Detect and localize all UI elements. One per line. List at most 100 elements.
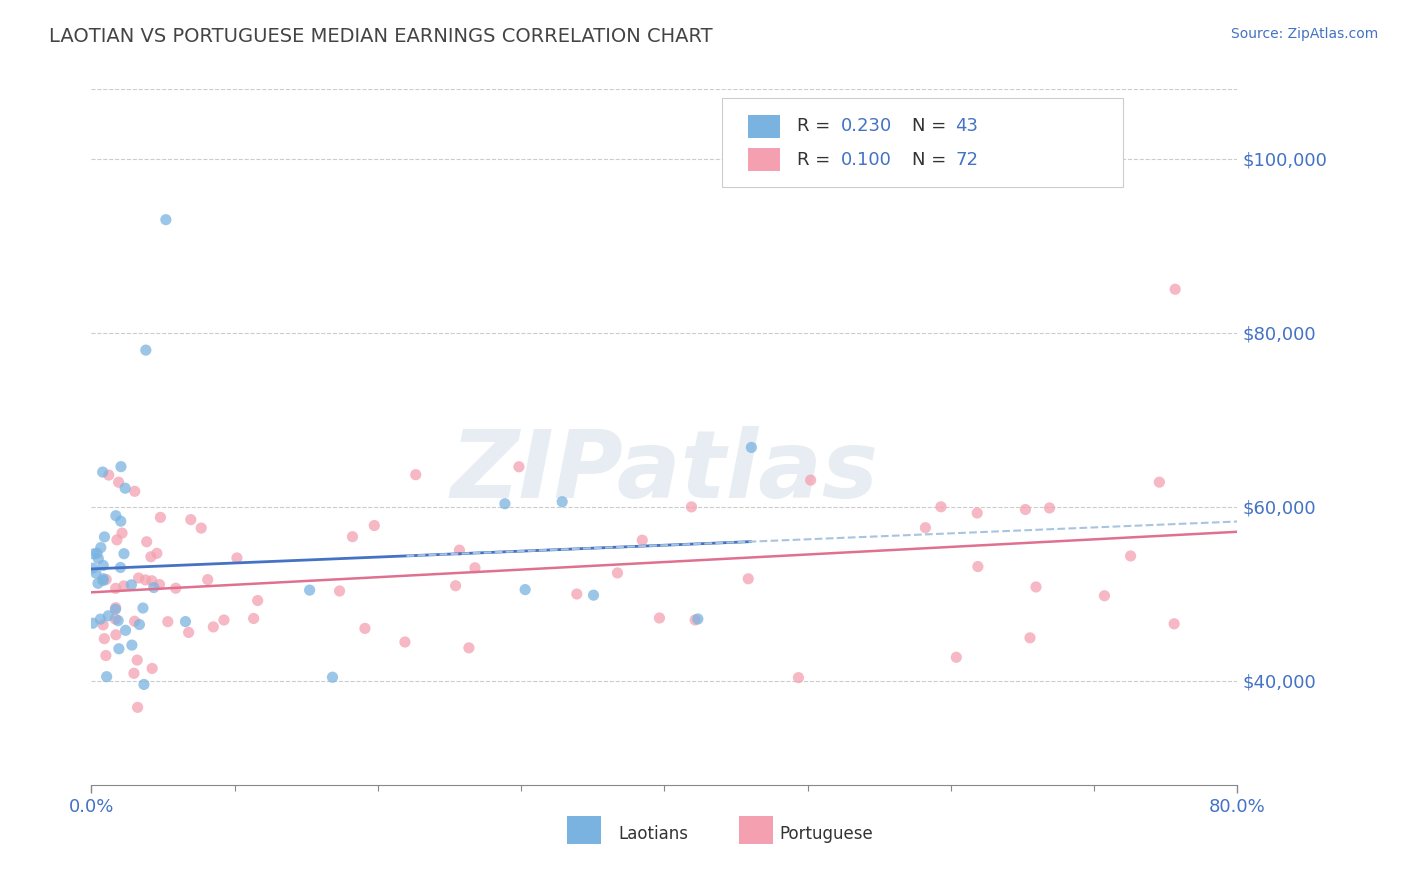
Point <box>91 465 114 479</box>
Point <box>1119 549 1142 563</box>
Text: 72: 72 <box>956 151 979 169</box>
Point <box>91 574 114 588</box>
Point <box>89 612 111 626</box>
Text: Source: ZipAtlas.com: Source: ZipAtlas.com <box>1230 27 1378 41</box>
Point <box>104 612 127 626</box>
Point <box>91 558 114 573</box>
Text: R =: R = <box>797 151 837 169</box>
Text: Laotians: Laotians <box>619 825 689 843</box>
Point <box>93 632 115 646</box>
Point <box>114 624 136 638</box>
Point <box>405 467 427 482</box>
Point <box>104 628 127 642</box>
Point <box>246 593 269 607</box>
Point <box>121 638 143 652</box>
Point <box>122 666 145 681</box>
Point <box>1025 580 1047 594</box>
Point <box>737 572 759 586</box>
Point <box>110 459 132 474</box>
FancyBboxPatch shape <box>567 816 602 844</box>
Point <box>127 700 149 714</box>
Point <box>740 441 762 455</box>
Point <box>114 481 136 495</box>
Point <box>1149 475 1171 490</box>
Point <box>683 613 706 627</box>
Point <box>134 573 156 587</box>
Point <box>104 602 127 616</box>
Text: R =: R = <box>797 118 837 136</box>
Point <box>135 343 157 357</box>
Text: 0.230: 0.230 <box>841 118 891 136</box>
Point <box>606 566 628 580</box>
Point <box>165 581 187 595</box>
Point <box>686 612 709 626</box>
FancyBboxPatch shape <box>721 97 1123 186</box>
Point <box>104 600 127 615</box>
Point <box>124 484 146 499</box>
Point <box>1019 631 1042 645</box>
Y-axis label: Median Earnings: Median Earnings <box>0 368 8 506</box>
Point <box>648 611 671 625</box>
Point <box>148 577 170 591</box>
Point <box>464 561 486 575</box>
Point <box>242 611 264 625</box>
Point <box>111 526 134 541</box>
Point <box>197 573 219 587</box>
Point <box>146 546 169 560</box>
Point <box>107 475 129 490</box>
Text: 43: 43 <box>956 118 979 136</box>
Point <box>449 543 471 558</box>
Point <box>515 582 537 597</box>
Point <box>91 572 114 586</box>
Point <box>582 588 605 602</box>
Point <box>82 616 104 631</box>
Point <box>190 521 212 535</box>
Point <box>135 534 157 549</box>
Point <box>127 653 149 667</box>
Point <box>342 530 364 544</box>
Point <box>329 584 352 599</box>
Point <box>96 670 118 684</box>
Point <box>97 608 120 623</box>
Point <box>96 573 118 587</box>
Point <box>90 541 112 555</box>
Point <box>787 671 810 685</box>
Point <box>104 508 127 523</box>
Point <box>141 661 163 675</box>
Point <box>1163 616 1185 631</box>
Point <box>929 500 952 514</box>
Point <box>681 500 703 514</box>
Point <box>91 618 114 632</box>
Point <box>945 650 967 665</box>
Point <box>83 547 105 561</box>
Text: 0.100: 0.100 <box>841 151 891 169</box>
Point <box>128 617 150 632</box>
Text: N =: N = <box>912 151 952 169</box>
Point <box>494 497 516 511</box>
Point <box>631 533 654 548</box>
Point <box>177 625 200 640</box>
Point <box>87 551 110 566</box>
Point <box>107 614 129 628</box>
Point <box>110 560 132 574</box>
Point <box>94 648 117 663</box>
Point <box>914 521 936 535</box>
Point <box>139 549 162 564</box>
Point <box>97 468 120 483</box>
Point <box>104 582 127 596</box>
Point <box>226 551 249 566</box>
Point <box>87 576 110 591</box>
Point <box>354 621 377 635</box>
Point <box>1014 502 1036 516</box>
Point <box>142 581 165 595</box>
Point <box>86 546 108 560</box>
Point <box>156 615 179 629</box>
Point <box>212 613 235 627</box>
Text: LAOTIAN VS PORTUGUESE MEDIAN EARNINGS CORRELATION CHART: LAOTIAN VS PORTUGUESE MEDIAN EARNINGS CO… <box>49 27 713 45</box>
Point <box>174 615 197 629</box>
Point <box>202 620 225 634</box>
Point <box>108 641 131 656</box>
Point <box>155 212 177 227</box>
Point <box>132 601 155 615</box>
Point <box>321 670 343 684</box>
